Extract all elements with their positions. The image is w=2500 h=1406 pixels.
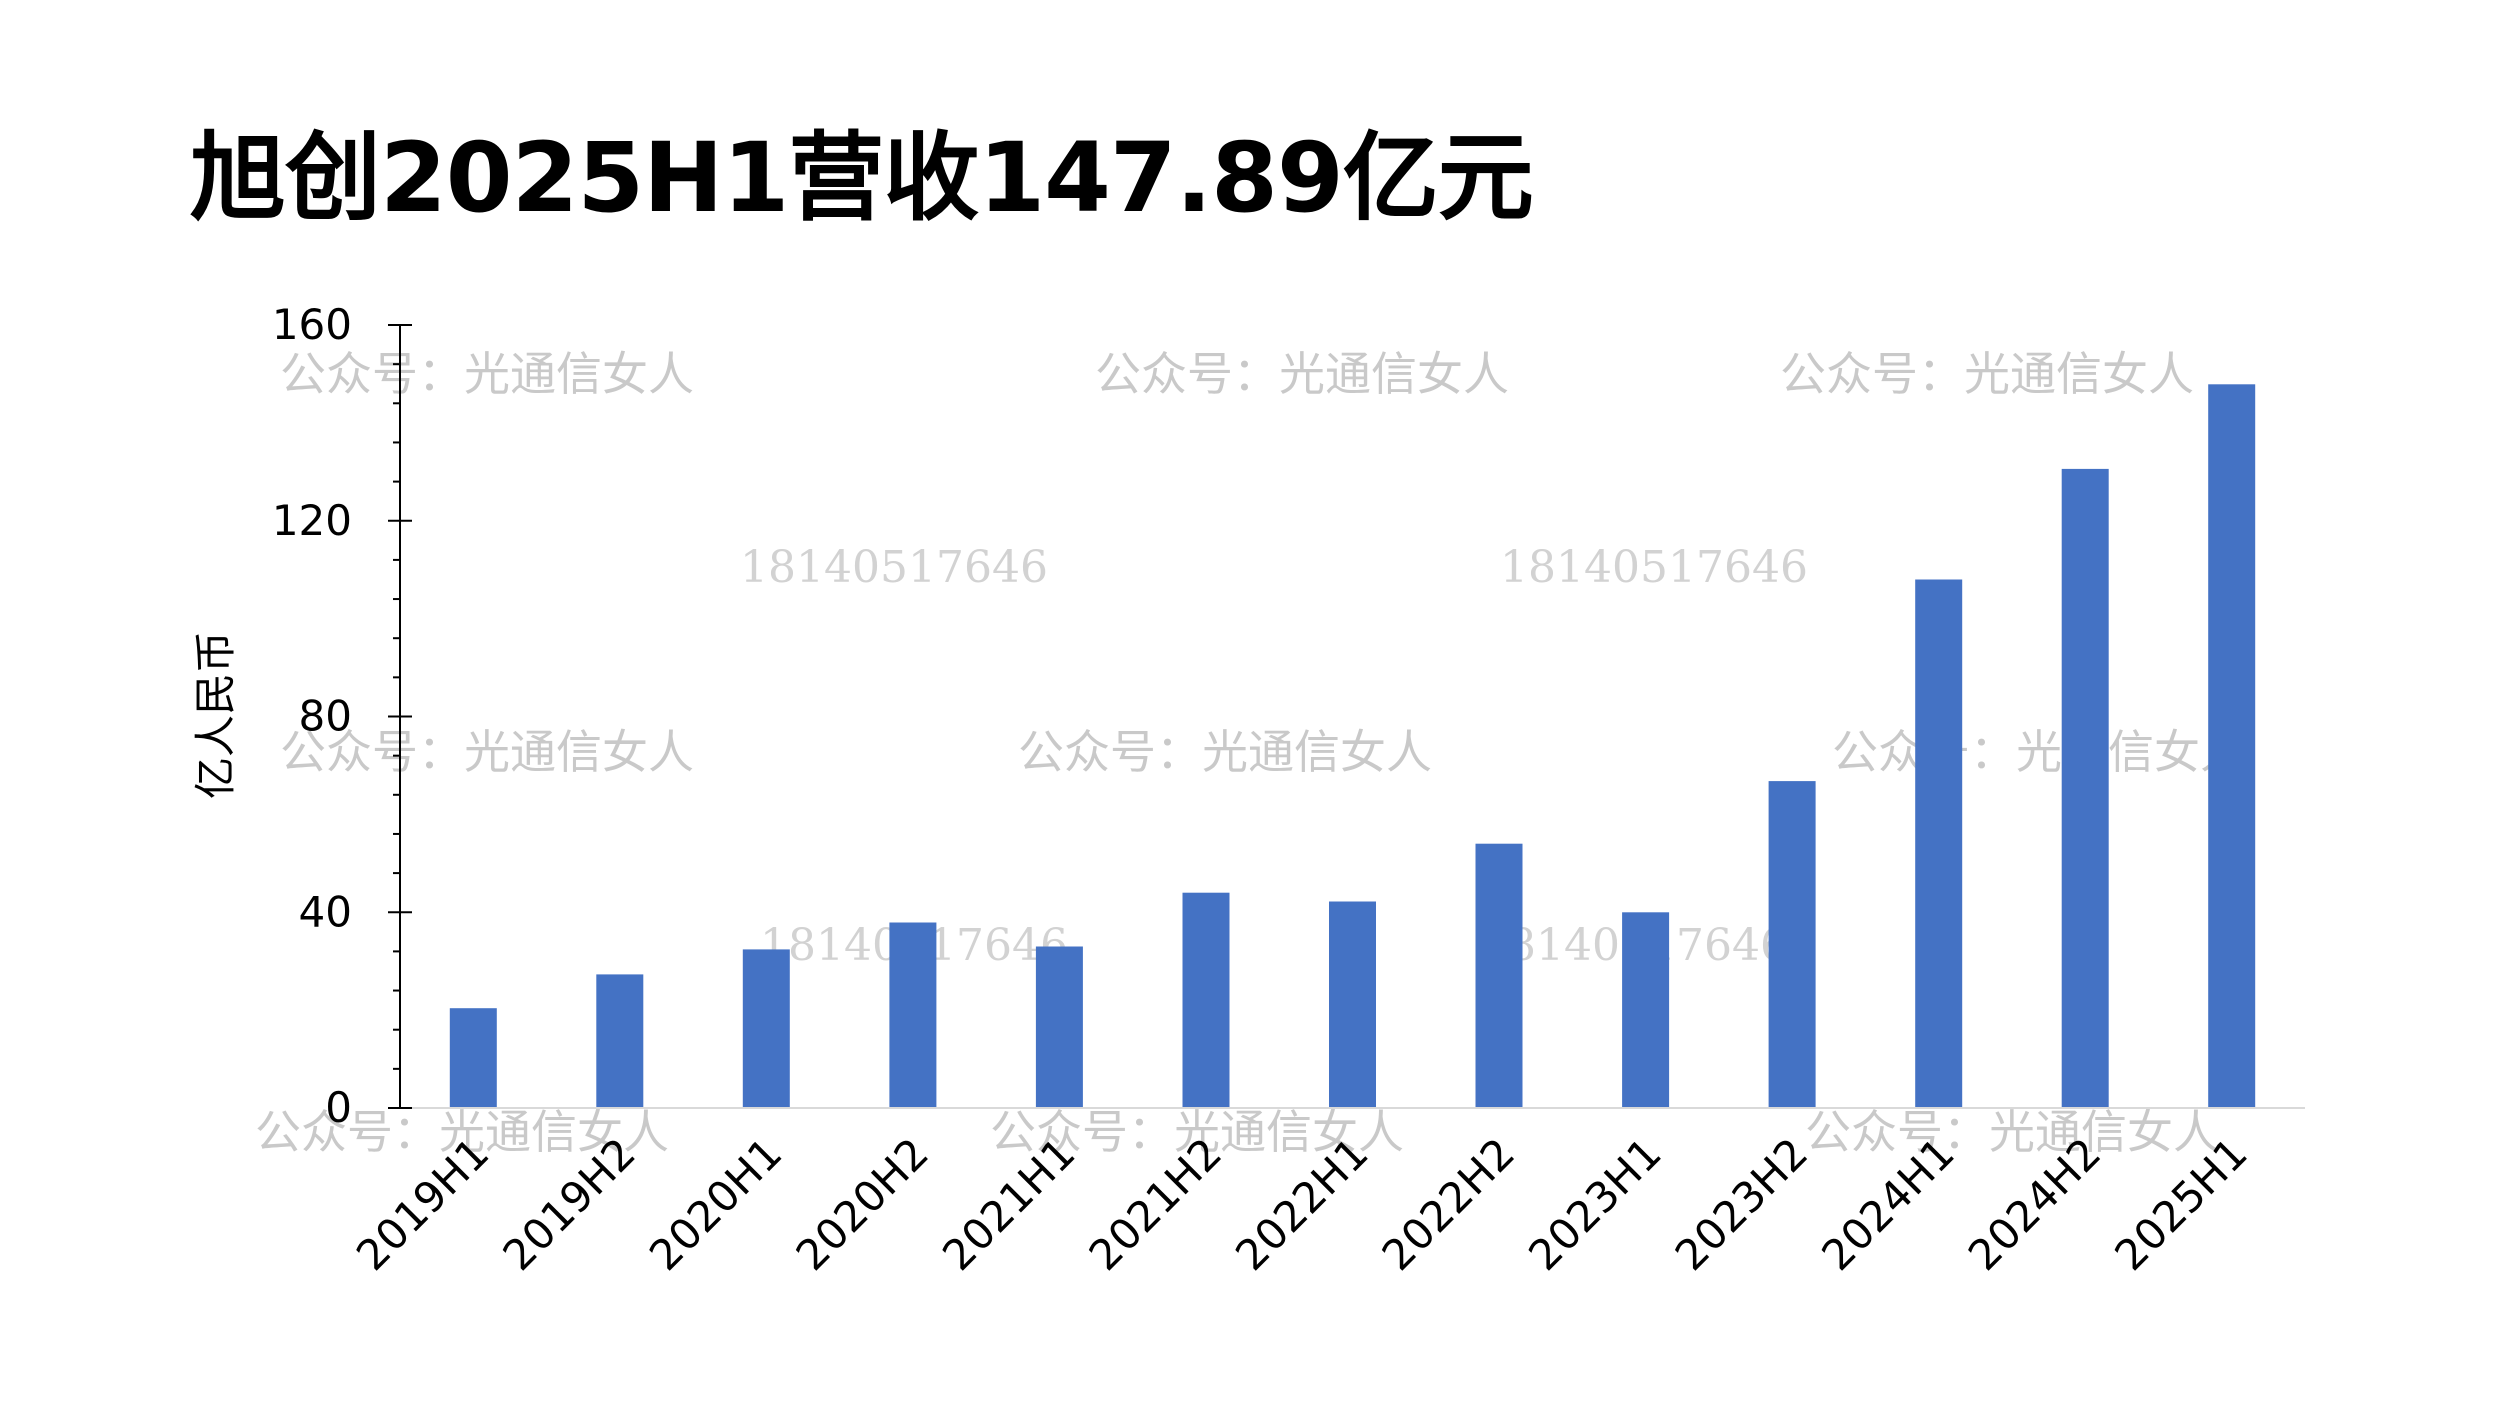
watermark-number: 18140517646 xyxy=(1500,542,1808,593)
x-category-label: 2020H2 xyxy=(787,1128,938,1279)
watermark-text: 公众号：光通信女人 xyxy=(1018,725,1432,779)
bar-2022H2 xyxy=(1475,843,1523,1108)
bar-2025H1 xyxy=(2208,384,2256,1108)
y-tick-label: 40 xyxy=(299,887,352,936)
bar-2023H2 xyxy=(1768,781,1816,1108)
chart-title: 旭创2025H1营收147.89亿元 xyxy=(190,122,1534,234)
y-tick-label: 0 xyxy=(325,1083,352,1132)
bar-2020H1 xyxy=(742,949,790,1108)
bars-layer xyxy=(449,384,2256,1109)
bar-2020H2 xyxy=(889,922,937,1108)
watermark-text: 公众号：光通信女人 xyxy=(255,1105,669,1159)
y-axis-label: 亿人民币 xyxy=(191,631,240,799)
y-tick-labels: 0 40 80 120 160 xyxy=(272,300,352,1132)
bar-2023H1 xyxy=(1622,912,1670,1109)
watermark-text: 公众号：光通信女人 xyxy=(1780,347,2194,401)
x-category-label: 2023H1 xyxy=(1519,1128,1670,1279)
watermark-number: 18140517646 xyxy=(740,542,1048,593)
watermark-text: 公众号：光通信女人 xyxy=(1095,347,1509,401)
bar-2024H1 xyxy=(1915,579,1963,1108)
bar-2021H1 xyxy=(1035,946,1083,1108)
y-tick-label: 160 xyxy=(272,300,352,349)
bar-2024H2 xyxy=(2061,468,2109,1108)
watermark-text: 公众号：光通信女人 xyxy=(280,347,694,401)
bar-2022H1 xyxy=(1329,901,1376,1108)
bar-2021H2 xyxy=(1182,892,1230,1108)
y-tick-label: 80 xyxy=(299,692,352,741)
watermark-text: 公众号：光通信女人 xyxy=(990,1105,1404,1159)
watermark-text: 公众号：光通信女人 xyxy=(1805,1105,2219,1159)
y-tick-label: 120 xyxy=(272,496,352,545)
watermark-text: 公众号：光通信女人 xyxy=(280,725,694,779)
bar-2019H1 xyxy=(449,1008,497,1108)
x-category-label: 2023H2 xyxy=(1666,1128,1817,1279)
bar-2019H2 xyxy=(596,974,644,1108)
axes-layer xyxy=(388,324,2305,1109)
watermark-text: 公众号：光通信女人 xyxy=(1832,725,2246,779)
